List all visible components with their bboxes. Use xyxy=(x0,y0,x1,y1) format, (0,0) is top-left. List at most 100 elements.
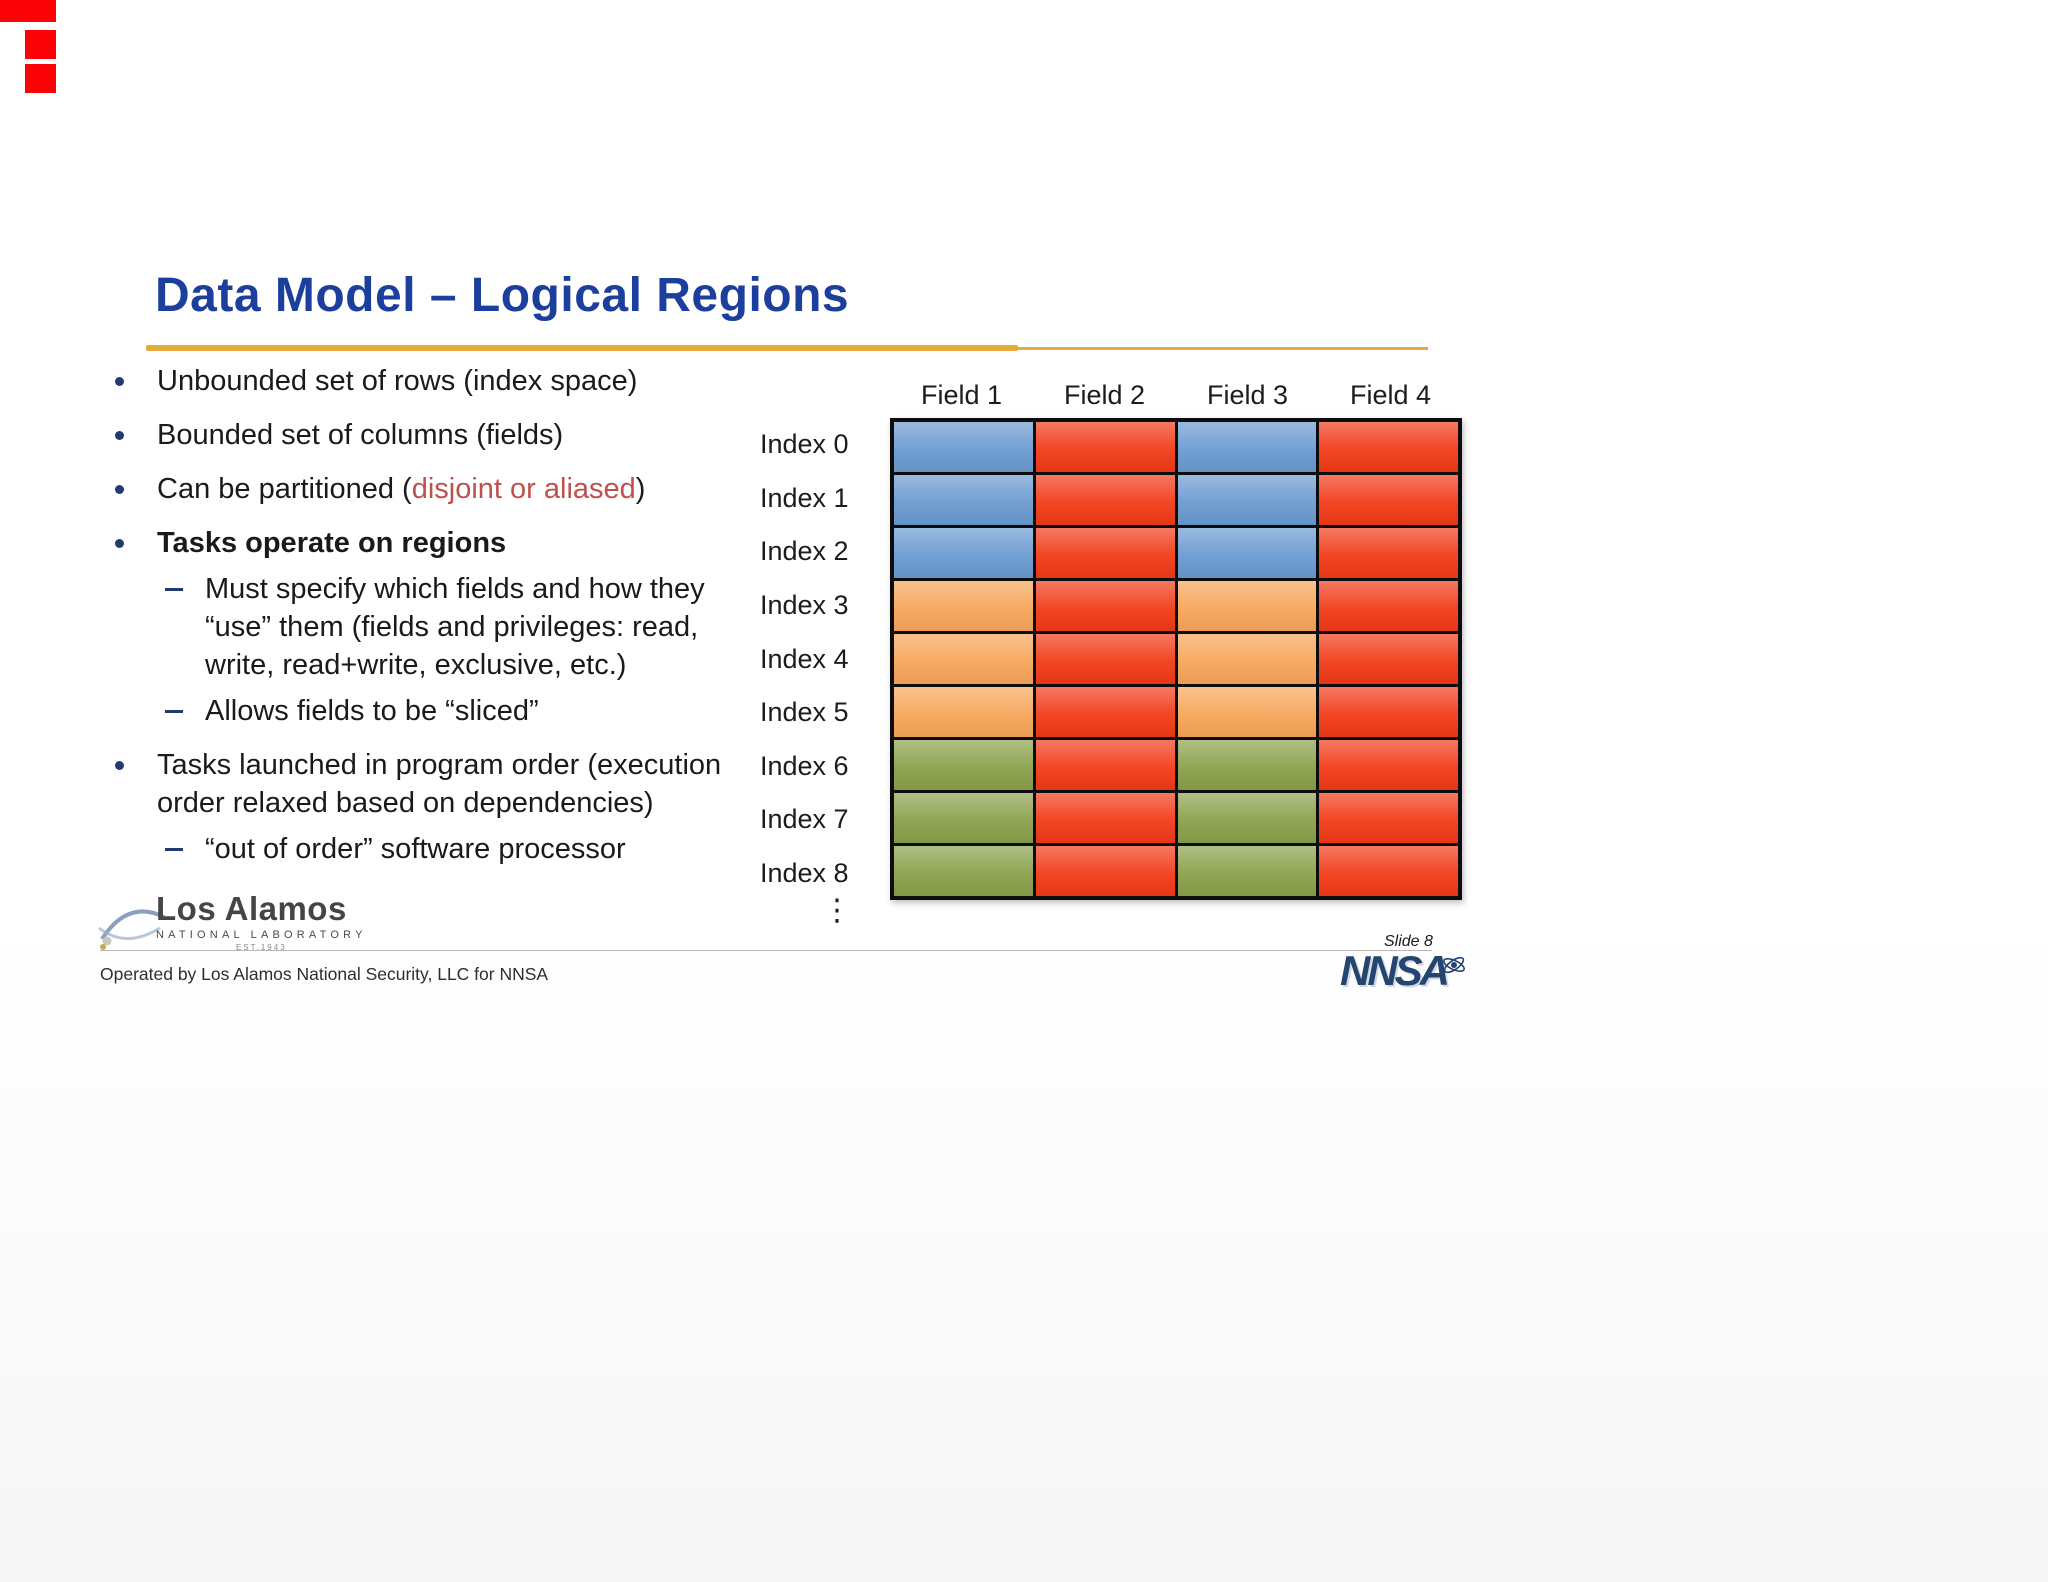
grid-cell-red xyxy=(1319,528,1458,578)
sub-bullet-text: “out of order” software processor xyxy=(205,833,626,865)
lab-name: Los Alamos xyxy=(156,890,347,927)
field-header: Field 4 xyxy=(1349,380,1432,410)
grid-cell-red xyxy=(1319,740,1458,790)
field-header: Field 2 xyxy=(1063,380,1146,410)
index-label: Index 4 xyxy=(760,643,849,674)
grid-cell-orange xyxy=(894,581,1033,631)
grid-cell-orange xyxy=(1177,634,1317,684)
grid-cell-orange xyxy=(1177,687,1317,737)
index-label: Index 5 xyxy=(760,697,849,728)
grid-cell-green xyxy=(894,793,1033,843)
logical-region-grid xyxy=(890,418,1462,900)
sub-bullet-text: Must specify which fields and how they “… xyxy=(205,573,705,681)
grid-cell-red xyxy=(1035,634,1175,684)
field-header: Field 3 xyxy=(1206,380,1289,410)
bullet-text: Tasks launched in program order (executi… xyxy=(157,749,722,819)
grid-cell-red xyxy=(1035,422,1175,472)
index-label: Index 7 xyxy=(760,804,849,835)
index-label: Index 2 xyxy=(760,536,849,567)
footer-divider xyxy=(100,950,1432,951)
sub-bullet-item: Must specify which fields and how they “… xyxy=(108,570,770,684)
bullet-item: Unbounded set of rows (index space) xyxy=(108,362,770,400)
los-alamos-logo: Los Alamos NATIONAL LABORATORY EST.1943 xyxy=(96,891,367,953)
sub-bullet-dash-icon xyxy=(165,588,183,591)
vertical-ellipsis: ⋮ xyxy=(822,893,852,928)
bullet-text-highlight: disjoint or aliased xyxy=(411,473,636,505)
nnsa-logo-text: NNSA xyxy=(1340,947,1450,994)
grid-cell-green xyxy=(1177,846,1317,896)
grid-cell-green xyxy=(1177,793,1317,843)
sub-bullet-item: “out of order” software processor xyxy=(108,830,770,868)
title-underline xyxy=(146,345,1428,351)
grid-cell-red xyxy=(1319,581,1458,631)
lab-established: EST.1943 xyxy=(235,943,287,952)
bullet-list: Unbounded set of rows (index space) Boun… xyxy=(108,362,770,868)
title-underline-thick xyxy=(146,345,1018,351)
sub-bullet-text: Allows fields to be “sliced” xyxy=(205,695,539,727)
grid-cell-green xyxy=(1177,740,1317,790)
los-alamos-logo-text: Los Alamos NATIONAL LABORATORY EST.1943 xyxy=(156,890,367,953)
grid-cell-red xyxy=(1319,687,1458,737)
nnsa-logo: NNSA xyxy=(1340,950,1467,992)
grid-cell-blue xyxy=(894,475,1033,525)
grid-cell-orange xyxy=(894,687,1033,737)
index-label: Index 0 xyxy=(760,429,849,460)
grid-cell-red xyxy=(1319,422,1458,472)
bullet-item: Can be partitioned (disjoint or aliased) xyxy=(108,470,770,508)
grid-cell-red xyxy=(1035,740,1175,790)
sub-bullet-dash-icon xyxy=(165,848,183,851)
recording-artifact xyxy=(25,30,56,59)
grid-cell-green xyxy=(894,846,1033,896)
grid-cell-red xyxy=(1035,528,1175,578)
sub-bullet-item: Allows fields to be “sliced” xyxy=(108,692,770,730)
index-label: Index 1 xyxy=(760,482,849,513)
bullet-text: Unbounded set of rows (index space) xyxy=(157,365,638,397)
bullet-text: Tasks operate on regions xyxy=(157,527,507,559)
index-label: Index 3 xyxy=(760,589,849,620)
grid-cell-green xyxy=(894,740,1033,790)
grid-cell-blue xyxy=(1177,422,1317,472)
nnsa-atom-icon xyxy=(1443,956,1465,974)
recording-artifact xyxy=(0,0,56,22)
grid-cell-red xyxy=(1035,846,1175,896)
bullet-dot-icon xyxy=(115,377,124,386)
grid-cell-red xyxy=(1035,687,1175,737)
bullet-dot-icon xyxy=(115,761,124,770)
atom-swoosh-icon xyxy=(98,909,165,950)
grid-cell-blue xyxy=(894,528,1033,578)
index-label-column: Index 0 Index 1 Index 2 Index 3 Index 4 Index… xyxy=(760,418,882,900)
bullet-dot-icon xyxy=(115,431,124,440)
bullet-item: Bounded set of columns (fields) xyxy=(108,416,770,454)
grid-cell-blue xyxy=(1177,475,1317,525)
index-label: Index 8 xyxy=(760,857,849,888)
bullet-dot-icon xyxy=(115,485,124,494)
operated-by-text: Operated by Los Alamos National Security… xyxy=(100,964,549,984)
bullet-item: Tasks operate on regions xyxy=(108,524,770,562)
index-label: Index 6 xyxy=(760,750,849,781)
bullet-item: Tasks launched in program order (executi… xyxy=(108,746,770,822)
recording-artifact xyxy=(25,64,56,93)
grid-cell-blue xyxy=(1177,528,1317,578)
bullet-text: Bounded set of columns (fields) xyxy=(157,419,564,451)
grid-cell-blue xyxy=(894,422,1033,472)
slide-title: Data Model – Logical Regions xyxy=(155,269,850,322)
slide-number: Slide 8 xyxy=(1384,933,1433,950)
grid-cell-red xyxy=(1035,581,1175,631)
sub-bullet-dash-icon xyxy=(165,710,183,713)
grid-cell-red xyxy=(1319,475,1458,525)
bullet-text-plain: Can be partitioned ( xyxy=(157,473,412,505)
grid-cell-red xyxy=(1035,793,1175,843)
bullet-text: Can be partitioned (disjoint or aliased) xyxy=(157,473,645,505)
grid-cell-red xyxy=(1035,475,1175,525)
grid-cell-red xyxy=(1319,846,1458,896)
grid-cell-orange xyxy=(894,634,1033,684)
grid-cell-red xyxy=(1319,634,1458,684)
lab-subtitle: NATIONAL LABORATORY xyxy=(156,929,367,941)
bullet-dot-icon xyxy=(115,539,124,548)
grid-cell-red xyxy=(1319,793,1458,843)
field-header: Field 1 xyxy=(920,380,1003,410)
grid-cell-orange xyxy=(1177,581,1317,631)
bullet-text-plain: ) xyxy=(635,473,646,505)
field-header-row: Field 1 Field 2 Field 3 Field 4 xyxy=(890,380,1462,411)
